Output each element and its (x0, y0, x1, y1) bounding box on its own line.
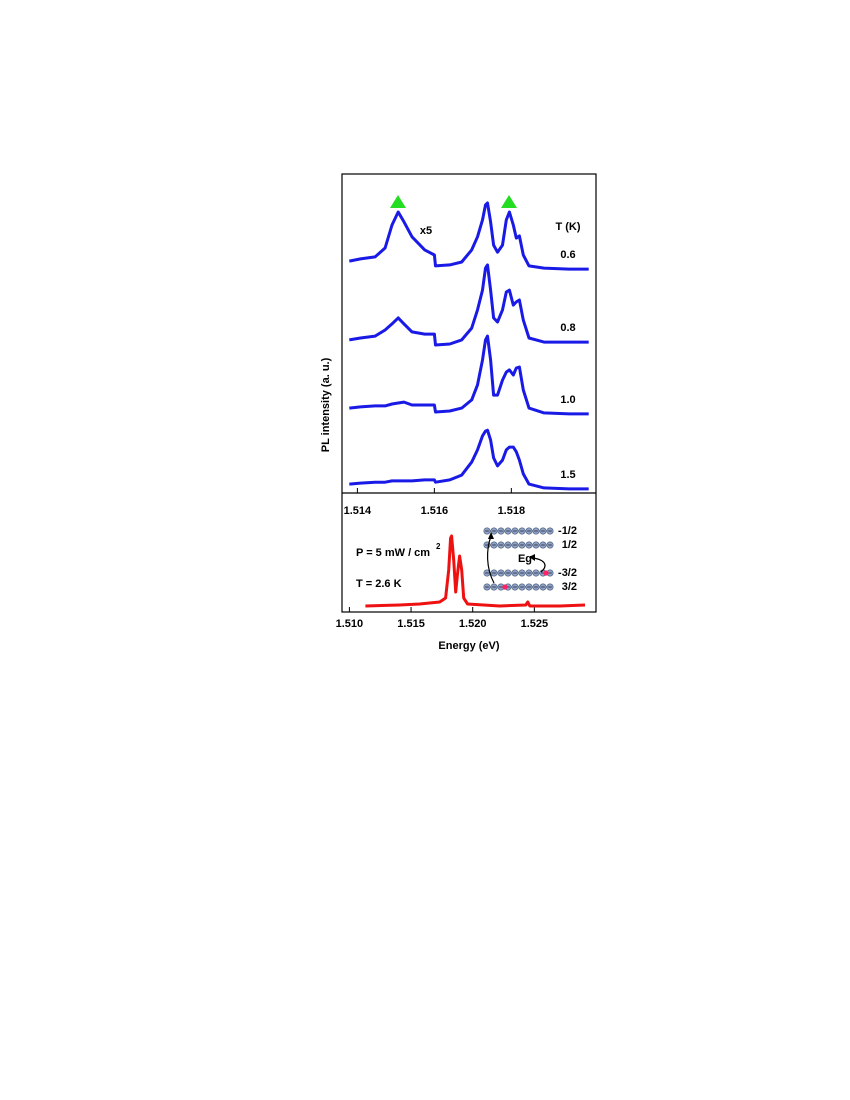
series-label: 1.0 (560, 394, 575, 406)
annotation: x5 (420, 225, 432, 237)
data-line (349, 201, 589, 271)
hole (543, 570, 549, 576)
legend-title: T (K) (555, 221, 580, 233)
series-label: 0.8 (560, 322, 575, 334)
level-label: -1/2 (558, 525, 577, 537)
annotation: P = 5 mW / cm (356, 547, 430, 559)
series-label: 1.5 (560, 469, 575, 481)
arrow-head (529, 554, 535, 561)
x-tick-label: 1.518 (498, 505, 526, 517)
hole (502, 584, 508, 590)
x-tick-label: 1.525 (521, 618, 549, 630)
annotation-superscript: 2 (436, 542, 441, 551)
x-tick-label: 1.516 (421, 505, 449, 517)
peak-marker (501, 195, 517, 208)
band-diagram: Eg -1/2 1/2 -3/2 3/2 (483, 525, 577, 593)
transition-arrow (532, 557, 546, 573)
data-line (365, 534, 586, 608)
x-tick-label: 1.510 (336, 618, 364, 630)
annotation: T = 2.6 K (356, 578, 402, 590)
x-tick-label: 1.520 (459, 618, 487, 630)
level-label: -3/2 (558, 567, 577, 579)
data-line (349, 263, 589, 347)
level-label: 1/2 (562, 539, 577, 551)
x-tick-label: 1.514 (344, 505, 372, 517)
x-axis-title: Energy (eV) (438, 640, 499, 652)
transition-arrow (487, 535, 495, 584)
data-line (349, 334, 589, 416)
y-axis-title: PL intensity (a. u.) (320, 357, 332, 452)
gap-label: Eg (518, 553, 532, 565)
data-line (349, 428, 589, 491)
frame (341, 173, 597, 613)
level-label: 3/2 (562, 581, 577, 593)
arrow-head (488, 532, 494, 539)
series-label: 0.6 (560, 249, 575, 261)
x-tick-label: 1.515 (397, 618, 425, 630)
peak-marker (390, 195, 406, 208)
